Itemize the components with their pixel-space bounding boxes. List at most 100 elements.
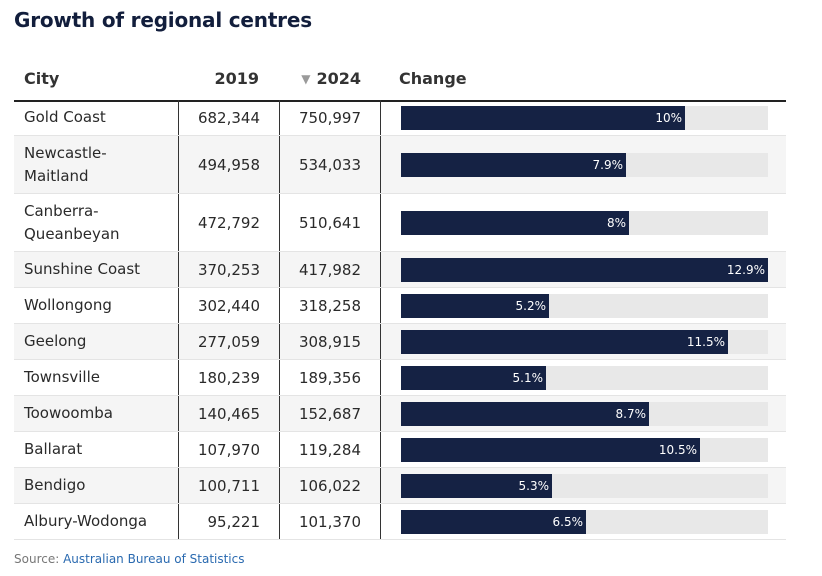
table-body: Gold Coast 682,344 750,997 10% Newcastle-Mai… [14, 100, 786, 540]
value-2024-cell: 417,982 [279, 252, 381, 287]
table-header: City 2019 ▼ 2024 Change [14, 64, 786, 102]
change-bar-track: 5.3% [401, 473, 768, 498]
change-cell: 7.9% [380, 136, 787, 193]
city-name: Canberra-Queanbeyan [24, 201, 120, 243]
value-2024: 152,687 [298, 404, 361, 423]
change-bar-track: 8% [401, 210, 768, 235]
value-2024: 106,022 [298, 476, 361, 495]
table-row: Newcastle-Maitland 494,958 534,033 7.9% [14, 136, 786, 194]
chart-title: Growth of regional centres [14, 8, 312, 32]
value-2024-cell: 152,687 [279, 396, 381, 431]
change-bar-track: 11.5% [401, 329, 768, 354]
column-header-city[interactable]: City [24, 69, 60, 88]
city-name: Townsville [24, 368, 100, 386]
change-bar: 10% [401, 105, 685, 130]
change-bar-label: 12.9% [726, 262, 765, 277]
change-bar-track: 6.5% [401, 509, 768, 534]
value-2019: 472,792 [197, 213, 260, 232]
value-2024-cell: 750,997 [279, 100, 381, 135]
source-link[interactable]: Australian Bureau of Statistics [63, 552, 245, 566]
city-name: Newcastle-Maitland [24, 143, 107, 185]
value-2019-cell: 277,059 [178, 324, 280, 359]
value-2024-cell: 101,370 [279, 504, 381, 539]
value-2019-cell: 140,465 [178, 396, 280, 431]
change-bar-track: 12.9% [401, 257, 768, 282]
value-2024-cell: 308,915 [279, 324, 381, 359]
city-name: Gold Coast [24, 108, 106, 126]
value-2024-cell: 318,258 [279, 288, 381, 323]
value-2024: 750,997 [298, 108, 361, 127]
value-2024-cell: 534,033 [279, 136, 381, 193]
value-2019-cell: 370,253 [178, 252, 280, 287]
source-label: Source: [14, 552, 60, 566]
city-cell: Sunshine Coast [24, 252, 174, 287]
table-row: Canberra-Queanbeyan 472,792 510,641 8% [14, 194, 786, 252]
city-cell: Bendigo [24, 468, 174, 503]
change-bar-label: 7.9% [592, 157, 624, 172]
table-row: Gold Coast 682,344 750,997 10% [14, 100, 786, 136]
city-cell: Canberra-Queanbeyan [24, 194, 174, 251]
city-cell: Geelong [24, 324, 174, 359]
value-2019: 107,970 [197, 440, 260, 459]
value-2024: 417,982 [298, 260, 361, 279]
change-bar-track: 8.7% [401, 401, 768, 426]
city-cell: Wollongong [24, 288, 174, 323]
city-name: Ballarat [24, 440, 83, 458]
city-name: Geelong [24, 332, 87, 350]
table-row: Wollongong 302,440 318,258 5.2% [14, 288, 786, 324]
change-cell: 5.1% [380, 360, 787, 395]
change-bar-label: 5.2% [515, 298, 547, 313]
value-2019: 100,711 [197, 476, 260, 495]
city-cell: Toowoomba [24, 396, 174, 431]
value-2019-cell: 494,958 [178, 136, 280, 193]
city-name: Albury-Wodonga [24, 512, 148, 530]
value-2019: 302,440 [197, 296, 260, 315]
change-bar-label: 5.3% [518, 478, 550, 493]
change-cell: 11.5% [380, 324, 787, 359]
change-bar-track: 10.5% [401, 437, 768, 462]
change-bar-label: 8.7% [615, 406, 647, 421]
city-cell: Gold Coast [24, 100, 174, 135]
value-2019-cell: 472,792 [178, 194, 280, 251]
change-bar-label: 5.1% [512, 370, 544, 385]
change-cell: 8% [380, 194, 787, 251]
value-2019-cell: 302,440 [178, 288, 280, 323]
change-cell: 6.5% [380, 504, 787, 539]
value-2024-cell: 119,284 [279, 432, 381, 467]
value-2024-cell: 510,641 [279, 194, 381, 251]
change-bar: 8% [401, 210, 629, 235]
column-header-2024-label: 2024 [316, 69, 361, 88]
value-2024: 189,356 [298, 368, 361, 387]
value-2024: 534,033 [298, 155, 361, 174]
city-name: Toowoomba [24, 404, 113, 422]
change-bar-label: 11.5% [686, 334, 725, 349]
column-header-change[interactable]: Change [399, 69, 467, 88]
city-cell: Newcastle-Maitland [24, 136, 174, 193]
change-bar: 10.5% [401, 437, 700, 462]
change-bar: 11.5% [401, 329, 728, 354]
value-2019-cell: 95,221 [178, 504, 280, 539]
column-header-2024[interactable]: ▼ 2024 [301, 69, 361, 88]
value-2024: 119,284 [298, 440, 361, 459]
table-row: Sunshine Coast 370,253 417,982 12.9% [14, 252, 786, 288]
city-cell: Townsville [24, 360, 174, 395]
change-bar: 5.2% [401, 293, 549, 318]
change-bar-label: 10.5% [658, 442, 697, 457]
change-bar-label: 6.5% [552, 514, 584, 529]
value-2019-cell: 180,239 [178, 360, 280, 395]
city-cell: Ballarat [24, 432, 174, 467]
value-2019: 140,465 [197, 404, 260, 423]
value-2019-cell: 107,970 [178, 432, 280, 467]
source-note: Source: Australian Bureau of Statistics [14, 552, 245, 566]
value-2024: 101,370 [298, 512, 361, 531]
sort-descending-icon: ▼ [301, 72, 311, 86]
column-header-2019[interactable]: 2019 [214, 69, 259, 88]
table-row: Toowoomba 140,465 152,687 8.7% [14, 396, 786, 432]
change-bar: 7.9% [401, 152, 626, 177]
change-cell: 5.3% [380, 468, 787, 503]
change-bar-track: 7.9% [401, 152, 768, 177]
table-row: Bendigo 100,711 106,022 5.3% [14, 468, 786, 504]
change-cell: 10.5% [380, 432, 787, 467]
change-cell: 12.9% [380, 252, 787, 287]
table-row: Ballarat 107,970 119,284 10.5% [14, 432, 786, 468]
